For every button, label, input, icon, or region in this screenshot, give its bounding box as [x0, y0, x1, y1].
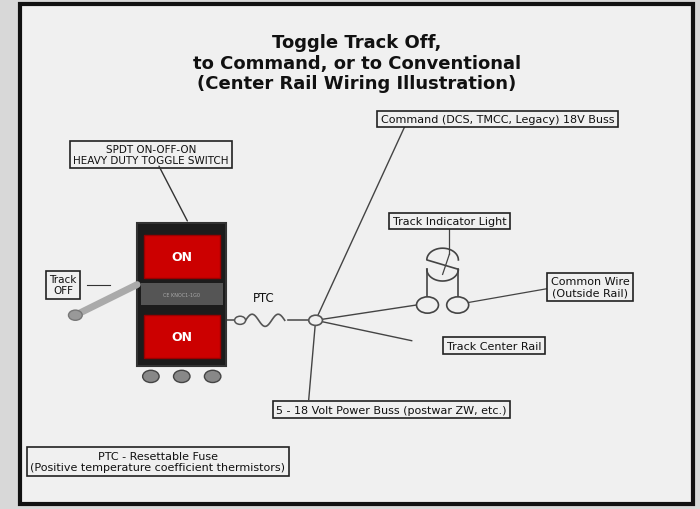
Text: 5 - 18 Volt Power Buss (postwar ZW, etc.): 5 - 18 Volt Power Buss (postwar ZW, etc.… — [276, 405, 506, 415]
Circle shape — [143, 371, 159, 383]
Text: Track Indicator Light: Track Indicator Light — [393, 216, 506, 227]
FancyBboxPatch shape — [137, 224, 226, 366]
Text: PTC: PTC — [253, 291, 275, 304]
Text: Track
OFF: Track OFF — [49, 274, 77, 296]
Circle shape — [416, 297, 438, 314]
Circle shape — [174, 371, 190, 383]
FancyBboxPatch shape — [144, 315, 220, 358]
Circle shape — [69, 310, 82, 321]
FancyBboxPatch shape — [141, 284, 223, 305]
Text: CE KNOC1-1G0: CE KNOC1-1G0 — [163, 293, 200, 298]
Circle shape — [447, 297, 469, 314]
Text: (Center Rail Wiring Illustration): (Center Rail Wiring Illustration) — [197, 75, 517, 93]
Circle shape — [204, 371, 221, 383]
Text: ON: ON — [172, 330, 193, 343]
Text: ON: ON — [172, 250, 193, 263]
Text: to Command, or to Conventional: to Command, or to Conventional — [193, 54, 521, 73]
Text: Track Center Rail: Track Center Rail — [447, 341, 541, 351]
Text: Common Wire
(Outside Rail): Common Wire (Outside Rail) — [551, 277, 629, 298]
Circle shape — [234, 317, 246, 325]
Text: PTC - Resettable Fuse
(Positive temperature coefficient thermistors): PTC - Resettable Fuse (Positive temperat… — [30, 451, 285, 472]
Text: SPDT ON-OFF-ON
HEAVY DUTY TOGGLE SWITCH: SPDT ON-OFF-ON HEAVY DUTY TOGGLE SWITCH — [73, 145, 229, 166]
Text: Command (DCS, TMCC, Legacy) 18V Buss: Command (DCS, TMCC, Legacy) 18V Buss — [381, 115, 615, 125]
FancyBboxPatch shape — [144, 235, 220, 278]
Circle shape — [309, 316, 323, 326]
FancyBboxPatch shape — [20, 5, 693, 504]
Text: Toggle Track Off,: Toggle Track Off, — [272, 34, 442, 52]
